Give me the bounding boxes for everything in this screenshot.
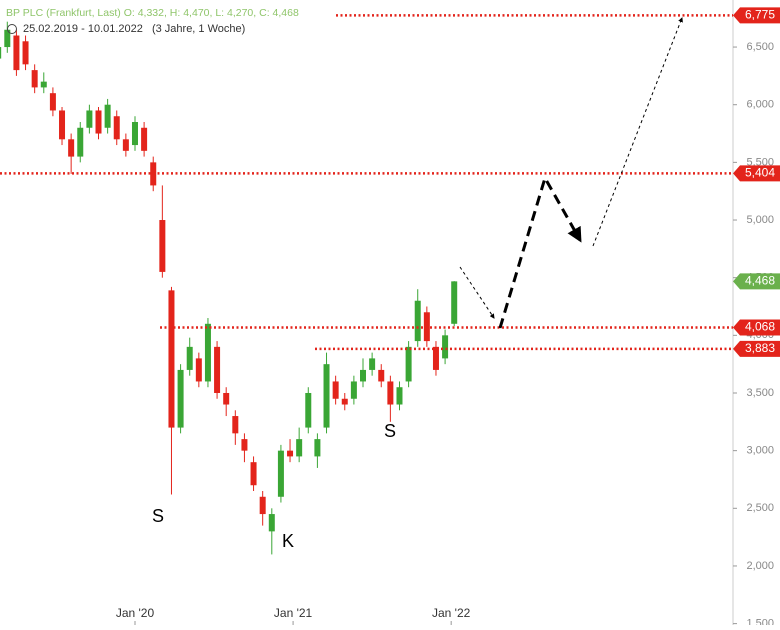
candle-body [360, 369, 367, 382]
price-tag [733, 165, 780, 182]
candle-body [59, 110, 66, 140]
y-tick-label: 3,500 [746, 387, 774, 399]
candle-body [250, 462, 257, 486]
y-tick-label: 2,500 [746, 502, 774, 514]
y-tick-label: 3,000 [746, 445, 774, 457]
candle-body [40, 81, 47, 88]
candle-body [241, 439, 248, 451]
candle-body [223, 392, 230, 405]
price-tag-label: 5,404 [745, 166, 775, 180]
price-tag-label: 4,068 [745, 320, 775, 334]
candle-body [95, 110, 102, 134]
candle-body [214, 346, 221, 393]
chart-title: BP PLC (Frankfurt, Last) O: 4,332, H: 4,… [6, 7, 299, 19]
x-tick-label: Jan '22 [432, 606, 471, 620]
candle-body [0, 47, 2, 59]
candle-body [22, 41, 29, 65]
plot: 1,5002,0002,5003,0003,5004,0004,5005,000… [0, 7, 780, 630]
candle-body [405, 346, 412, 382]
candle-body [186, 346, 193, 370]
candle-body [259, 496, 266, 515]
candle-body [268, 514, 275, 532]
candle-body [204, 323, 211, 382]
annotation: S [384, 421, 396, 441]
candle-body [387, 381, 394, 405]
price-tag-label: 3,883 [745, 341, 775, 355]
candle-body [77, 127, 84, 157]
candle-body [195, 358, 202, 382]
candle-body [86, 110, 93, 128]
candle-body [305, 392, 312, 428]
y-tick-label: 6,000 [746, 99, 774, 111]
y-tick-label: 1,500 [746, 618, 774, 625]
period: (3 Jahre, 1 Woche) [152, 23, 245, 35]
subtitle: 25.02.2019 - 10.01.2022 [23, 23, 143, 35]
candle-body [113, 116, 120, 140]
price-tag [733, 340, 780, 357]
candle-body [314, 439, 321, 457]
date-range: 25.02.2019 - 10.01.2022 (3 Jahre, 1 Woch… [23, 23, 245, 35]
annotation: K [282, 531, 294, 551]
candle-body [277, 450, 284, 497]
candle-body [13, 35, 20, 71]
candle-body [323, 364, 330, 428]
price-tag-label: 4,468 [745, 274, 775, 288]
candle-body [451, 281, 458, 324]
projection-arrow [592, 17, 683, 247]
projection-arrow [459, 266, 495, 319]
candle-body [68, 139, 75, 157]
candle-body [369, 358, 376, 370]
candle-body [31, 70, 38, 88]
candle-body [177, 369, 184, 428]
candle-body [341, 398, 348, 405]
candle-body [159, 220, 166, 272]
y-tick-label: 5,000 [746, 214, 774, 226]
price-tag [733, 273, 780, 290]
candle-body [332, 381, 339, 399]
candle-body [396, 387, 403, 405]
y-tick-label: 6,500 [746, 41, 774, 53]
projection-arrow [498, 174, 582, 329]
header: BP PLC (Frankfurt, Last) O: 4,332, H: 4,… [6, 7, 299, 35]
clock-icon [7, 24, 17, 34]
candle-body [414, 300, 421, 342]
candle-body [104, 104, 111, 128]
price-tag [733, 7, 780, 24]
candle-body [296, 439, 303, 457]
price-tag-label: 6,775 [745, 8, 775, 22]
y-tick-label: 2,000 [746, 560, 774, 572]
ohlc: O: 4,332, H: 4,470, L: 4,270, C: 4,468 [124, 7, 299, 19]
candle-body [131, 122, 138, 146]
candle-body [350, 381, 357, 399]
candle-body [49, 93, 56, 111]
x-tick-label: Jan '21 [274, 606, 313, 620]
candle-body [141, 127, 148, 151]
candle-body [432, 346, 439, 370]
candle-body [122, 139, 129, 151]
y-tick-label: 5,500 [746, 156, 774, 168]
candle-body [168, 290, 175, 428]
candle-body [442, 335, 449, 359]
candle-body [232, 416, 239, 434]
price-tag [733, 319, 780, 336]
title: BP PLC (Frankfurt, Last) [6, 7, 121, 19]
candle-body [4, 29, 11, 48]
candle-body [378, 369, 385, 382]
candle-body [287, 450, 294, 457]
x-tick-label: Jan '20 [116, 606, 155, 620]
annotation: S [152, 506, 164, 526]
